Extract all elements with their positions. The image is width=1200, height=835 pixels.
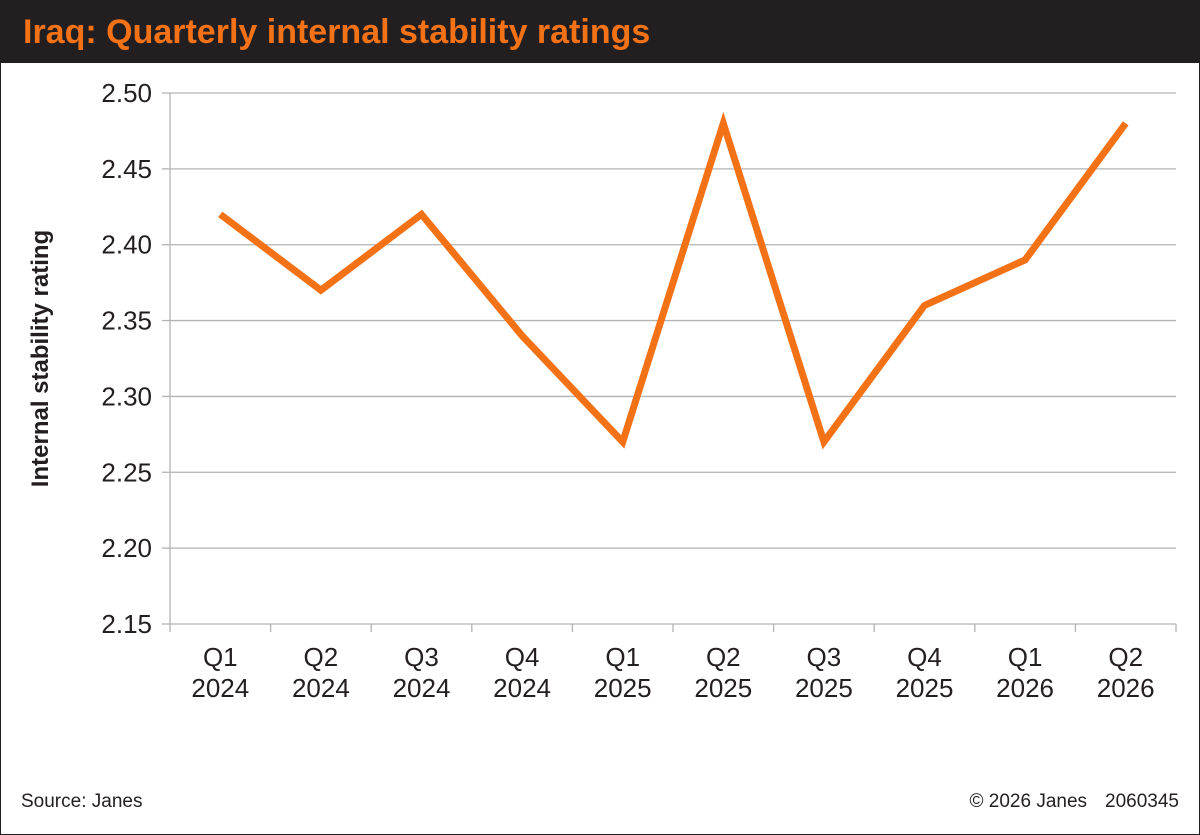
x-tick-label: Q1 2025 [594,642,652,703]
title-bar: Iraq: Quarterly internal stability ratin… [1,1,1199,63]
y-tick-label: 2.25 [101,457,152,487]
axes [169,93,1177,632]
x-tick-label: Q3 2024 [393,642,451,703]
y-axis-ticks: 2.15 2.20 2.25 2.30 2.35 2.40 2.45 2.50 [101,78,152,639]
chart-id: 2060345 [1105,791,1179,812]
x-tick-label: Q3 2025 [795,642,853,703]
x-axis-ticks: Q1 2024 Q2 2024 Q3 2024 Q4 2024 Q1 2025 Q2 2025 Q3 20… [191,642,1154,703]
copyright-note: © 2026 Janes 2060345 [970,790,1180,814]
series [218,111,1129,450]
x-tick-label: Q4 2025 [896,642,954,703]
x-tick-label: Q2 2025 [694,642,752,703]
x-tick-label: Q1 2024 [191,642,249,703]
gridlines [162,92,1176,625]
series-line [218,111,1129,450]
source-note: Source: Janes [21,791,143,812]
x-tick-label: Q2 2026 [1097,642,1155,703]
y-tick-label: 2.20 [101,533,152,563]
y-tick-label: 2.15 [101,609,152,639]
y-tick-label: 2.45 [101,154,152,184]
y-axis-label: Internal stability rating [27,230,54,487]
y-tick-label: 2.35 [101,306,152,336]
y-tick-label: 2.40 [101,230,152,260]
copyright-text: © 2026 Janes [969,791,1088,812]
y-tick-label: 2.30 [101,381,152,411]
x-tick-label: Q2 2024 [292,642,350,703]
chart-title: Iraq: Quarterly internal stability ratin… [23,13,651,51]
y-tick-label: 2.50 [101,78,152,108]
x-tick-label: Q1 2026 [996,642,1054,703]
x-tick-label: Q4 2024 [493,642,551,703]
